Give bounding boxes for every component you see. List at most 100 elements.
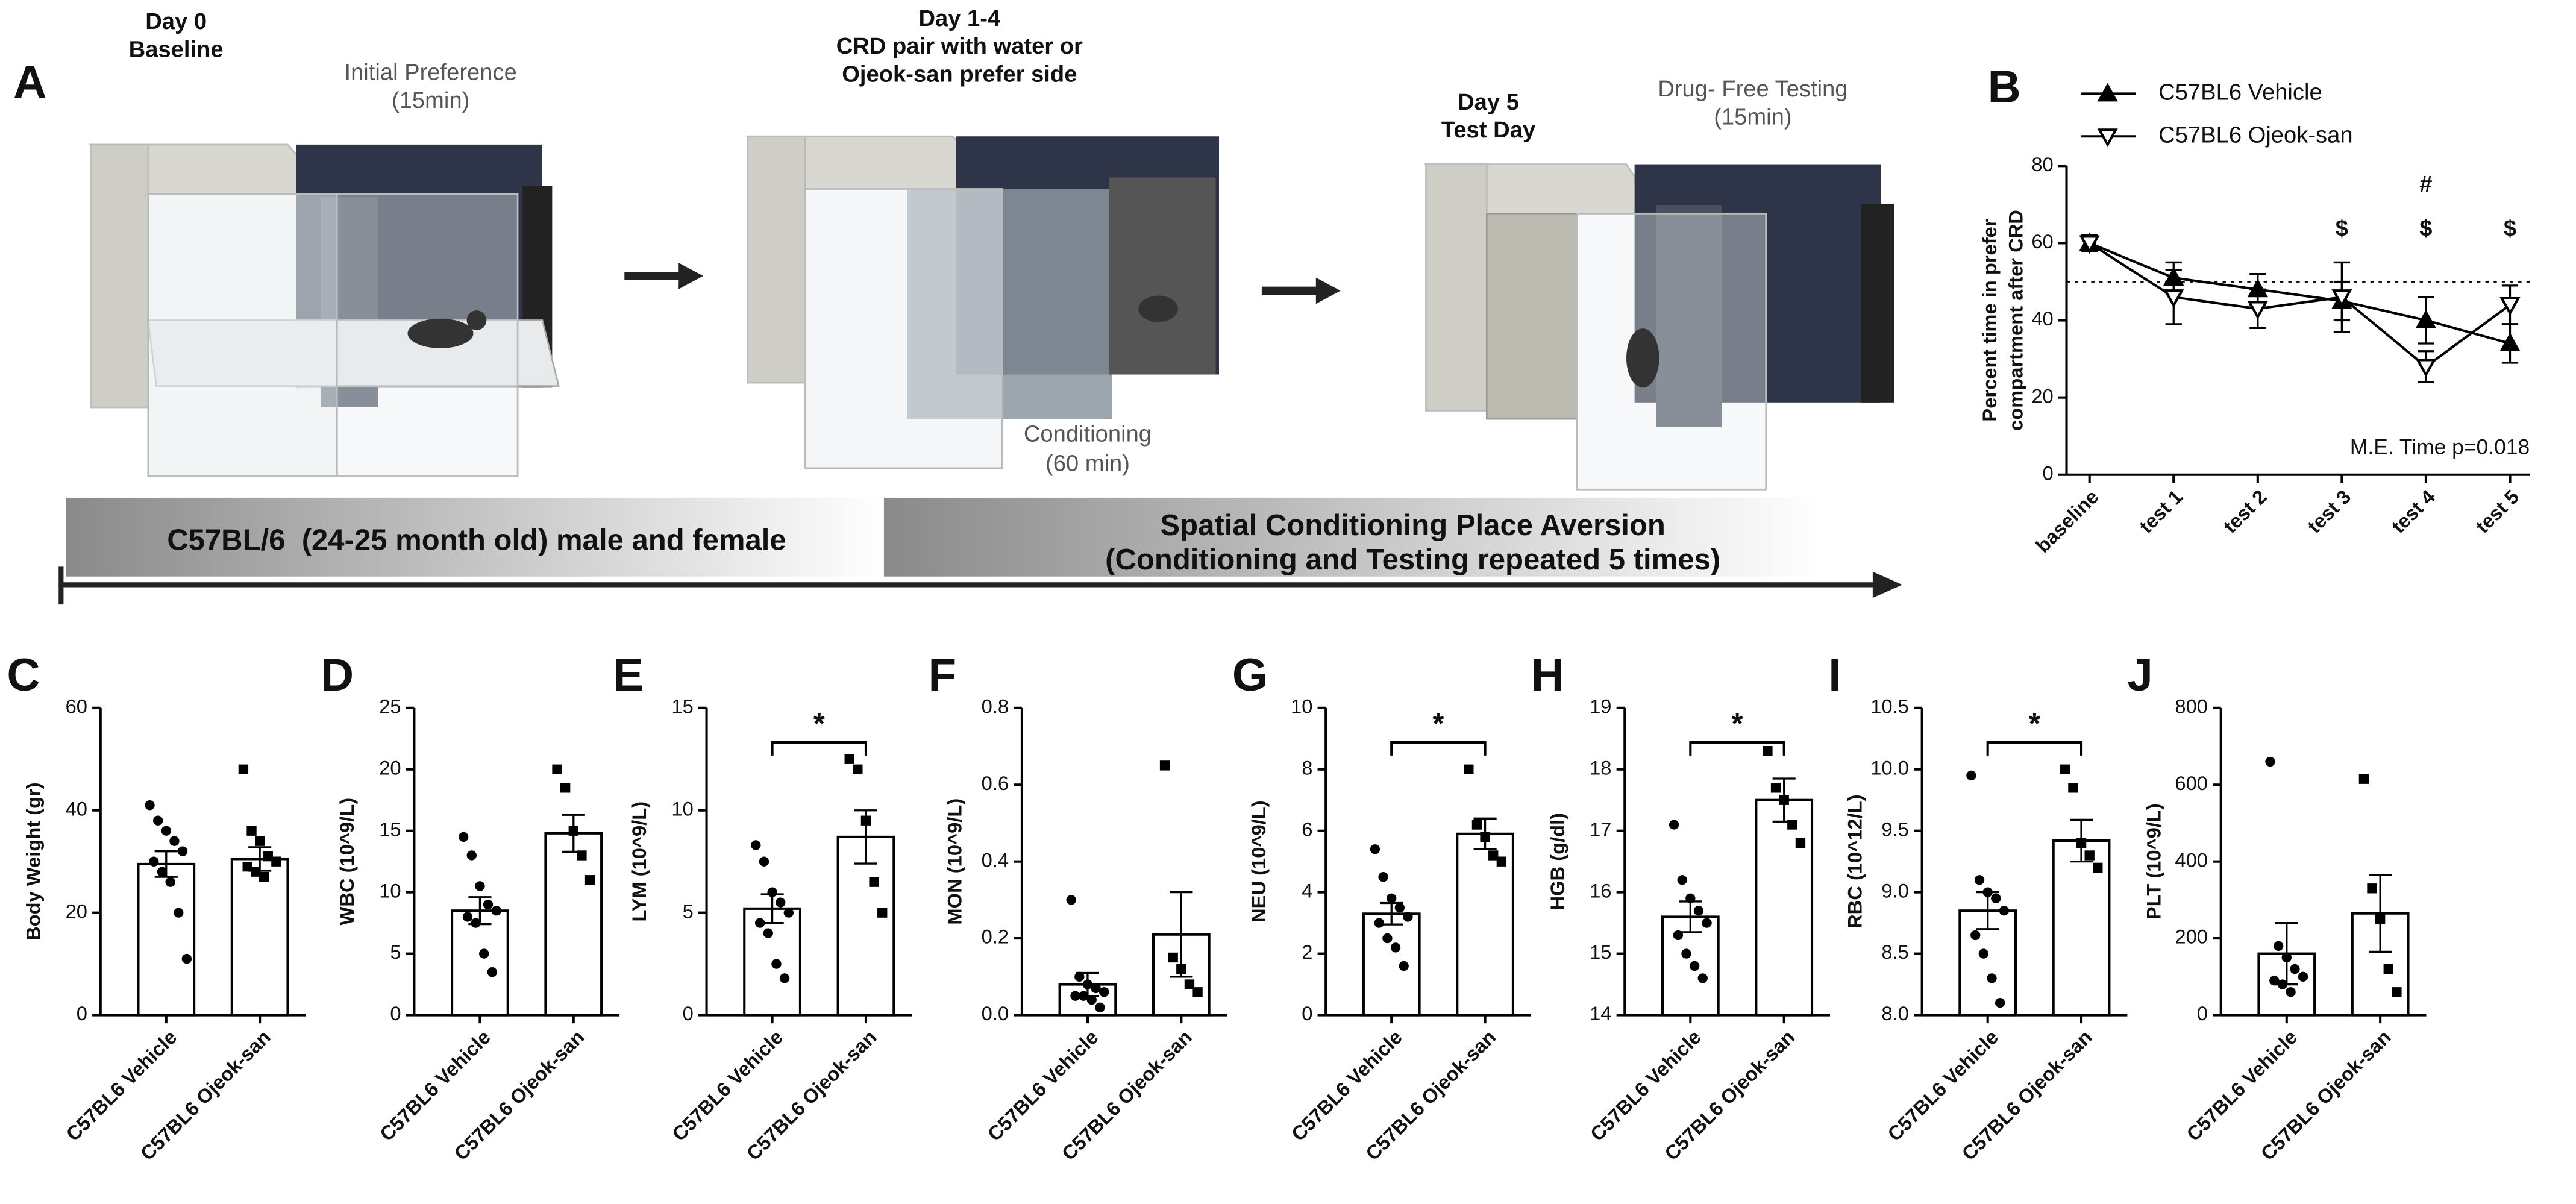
legend-label: C57BL6 Ojeok-san <box>2158 122 2352 148</box>
y-tick-label: 4 <box>1302 879 1312 901</box>
point <box>1370 844 1380 854</box>
significance-mark: $ <box>2419 216 2432 242</box>
marker <box>2415 359 2437 378</box>
point <box>1387 893 1397 904</box>
point <box>1074 971 1085 982</box>
point <box>1095 1002 1105 1012</box>
point <box>246 826 257 836</box>
y-tick-label: 9.0 <box>1881 879 1908 901</box>
point <box>157 867 168 877</box>
point <box>1974 875 1985 885</box>
y-tick-label: 200 <box>2175 926 2208 948</box>
point <box>1697 973 1708 983</box>
point <box>1471 820 1482 830</box>
y-axis-label: WBC (10^9/L) <box>336 798 358 926</box>
point <box>751 840 761 850</box>
point <box>877 908 888 918</box>
error-bar <box>1170 891 1193 978</box>
y-tick-label: 80 <box>2031 153 2053 175</box>
stage-duration: (15min) <box>1714 104 1791 130</box>
point <box>2375 914 2386 924</box>
point <box>1681 948 1691 959</box>
point <box>1673 930 1684 941</box>
stage-title: Ojeok-san prefer side <box>842 61 1077 87</box>
point <box>2392 987 2402 997</box>
point <box>2273 941 2284 952</box>
point <box>1689 961 1700 971</box>
stage-title: Test Day <box>1441 117 1536 143</box>
stage-title: CRD pair with water or <box>836 33 1083 59</box>
y-tick-label: 20 <box>379 756 401 779</box>
y-tick-label: 6 <box>1302 818 1312 840</box>
bar <box>137 862 196 1017</box>
marker <box>2247 301 2268 320</box>
point <box>479 948 489 959</box>
point <box>1374 918 1384 928</box>
point <box>577 850 587 861</box>
point <box>475 881 485 891</box>
arrow-head <box>1315 277 1341 304</box>
stage-phase: Conditioning <box>1024 421 1152 447</box>
significance-mark: * <box>1432 708 1444 741</box>
y-tick-label: 0 <box>1302 1002 1312 1024</box>
point <box>763 928 773 938</box>
point <box>1382 933 1393 944</box>
y-tick-label: 10 <box>671 797 693 820</box>
bar <box>544 832 603 1017</box>
y-axis-label: RBC (10^12/L) <box>1843 794 1866 929</box>
point <box>1086 994 1097 1005</box>
point <box>1982 887 1993 897</box>
timeline-band <box>66 497 888 577</box>
point <box>1184 979 1195 989</box>
y-tick-label: 25 <box>379 695 401 717</box>
point <box>1970 930 1981 941</box>
point <box>1070 991 1080 1001</box>
y-tick-label: 20 <box>2031 384 2053 407</box>
marker <box>2415 309 2437 328</box>
point <box>2383 964 2393 974</box>
y-tick-label: 0.0 <box>982 1002 1009 1024</box>
point <box>1978 948 1989 959</box>
y-axis-label: PLT (10^9/L) <box>2142 803 2164 920</box>
point <box>2290 964 2300 974</box>
y-tick-label: 17 <box>1590 818 1611 840</box>
significance-mark: $ <box>2504 216 2516 242</box>
point <box>1394 902 1405 913</box>
stage-title: Baseline <box>129 37 224 63</box>
panel-label: A <box>13 57 46 108</box>
point <box>259 871 269 882</box>
point <box>1991 893 2001 904</box>
marker <box>2499 296 2521 316</box>
point <box>1399 961 1409 971</box>
y-tick-label: 18 <box>1590 756 1611 779</box>
point <box>1464 764 1474 774</box>
series-line <box>2089 242 2511 368</box>
point <box>1669 820 1679 830</box>
legend-label: C57BL6 Vehicle <box>2158 79 2322 105</box>
y-tick-label: 8 <box>1302 756 1312 779</box>
point <box>1999 906 2010 916</box>
y-tick-label: 40 <box>2031 307 2053 330</box>
point <box>169 836 180 846</box>
point <box>1693 906 1704 916</box>
y-tick-label: 0.2 <box>982 926 1009 948</box>
timeline-label: Spatial Conditioning Place Aversion <box>1160 509 1665 542</box>
point <box>776 897 786 908</box>
point <box>1995 997 2005 1008</box>
point <box>483 899 494 910</box>
point <box>466 850 477 861</box>
y-tick-label: 0 <box>2043 462 2054 484</box>
panel-label: J <box>2127 650 2152 701</box>
point <box>1082 979 1093 989</box>
y-tick-label: 8.0 <box>1881 1002 1908 1024</box>
point <box>161 826 171 836</box>
y-tick-label: 0 <box>390 1002 401 1024</box>
point <box>1496 856 1507 867</box>
point <box>2084 850 2095 861</box>
y-tick-label: 0.4 <box>982 848 1009 871</box>
point <box>165 877 175 887</box>
y-tick-label: 10 <box>1291 695 1312 717</box>
y-tick-label: 10 <box>379 879 401 901</box>
y-tick-label: 40 <box>66 797 87 820</box>
point <box>552 764 562 774</box>
